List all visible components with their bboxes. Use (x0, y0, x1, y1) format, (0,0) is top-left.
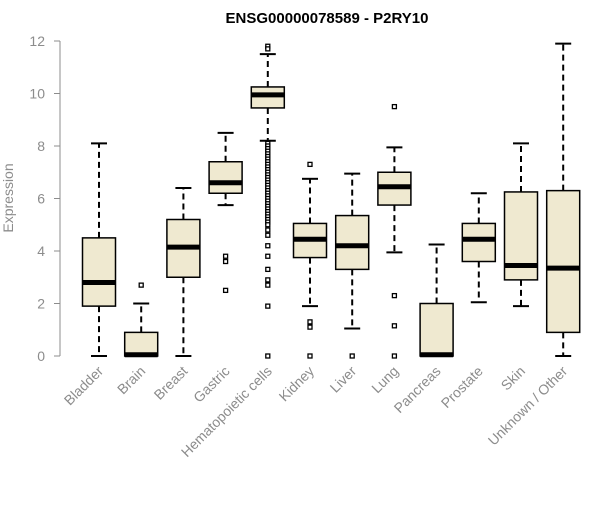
outlier-point (265, 46, 271, 52)
outlier-point (265, 303, 271, 309)
box-group (377, 103, 412, 359)
box-group (166, 187, 201, 357)
x-tick-label: Breast (151, 363, 191, 403)
outlier-point (391, 292, 398, 299)
outlier-point (222, 258, 229, 265)
y-tick-label: 0 (37, 348, 45, 364)
outlier-point (265, 253, 271, 259)
box-group (123, 282, 159, 358)
outlier-point (138, 282, 144, 288)
x-tick-label: Liver (327, 363, 360, 396)
box-group (292, 161, 328, 359)
outlier-point (265, 353, 271, 359)
x-tick-label: Pancreas (391, 363, 444, 416)
box-group (461, 192, 497, 304)
box (419, 302, 454, 357)
outlier-point (307, 324, 313, 330)
box-group (334, 172, 370, 359)
outlier-point (349, 353, 355, 359)
x-tick-label: Unknown / Other (485, 363, 571, 449)
x-tick-label: Kidney (276, 363, 318, 405)
box-group (81, 142, 117, 357)
outlier-point (265, 227, 271, 233)
y-tick-label: 12 (29, 33, 45, 49)
box-group (250, 43, 286, 359)
box (250, 86, 286, 109)
outlier-point (265, 277, 271, 283)
chart-title: ENSG00000078589 - P2RY10 (226, 10, 429, 27)
box (208, 161, 243, 194)
outlier-point (265, 282, 271, 288)
outlier-point (307, 319, 313, 325)
box-group (419, 243, 454, 358)
outlier-point (307, 353, 313, 359)
outlier-point (265, 266, 271, 273)
box-group (208, 131, 243, 294)
x-tick-label: Lung (368, 363, 401, 396)
outlier-point (391, 323, 398, 329)
box (81, 237, 117, 307)
outlier-point (391, 353, 398, 359)
y-tick-label: 8 (37, 138, 45, 154)
y-tick-label: 10 (29, 86, 45, 102)
y-tick-label: 6 (37, 191, 45, 207)
boxes-group (81, 42, 581, 359)
box (334, 214, 370, 271)
box (461, 222, 497, 263)
outlier-point (265, 222, 271, 228)
x-tick-label: Prostate (438, 363, 486, 411)
y-axis-label: Expression (0, 163, 16, 232)
outlier-point (265, 232, 271, 238)
outlier-point (222, 253, 229, 259)
box (545, 189, 581, 334)
outlier-point (265, 243, 271, 249)
y-axis: 0 2 4 6 8 10 12 (29, 33, 61, 364)
y-tick-label: 4 (37, 243, 45, 259)
outlier-point (391, 103, 398, 110)
y-tick-label: 2 (37, 296, 45, 312)
box-group (545, 42, 581, 357)
x-tick-label: Skin (498, 363, 529, 394)
box-group (503, 142, 539, 308)
outlier-point (222, 287, 229, 294)
x-tick-label: Bladder (61, 363, 107, 409)
x-tick-label: Brain (114, 363, 148, 397)
outlier-point (307, 161, 313, 168)
